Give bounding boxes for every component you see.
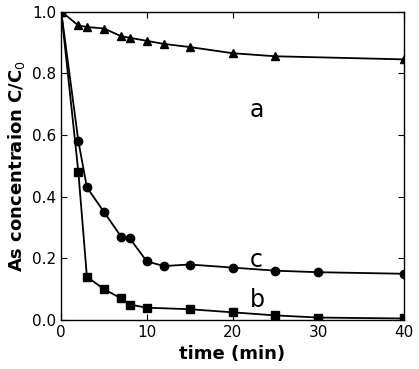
X-axis label: time (min): time (min) — [179, 345, 286, 363]
Text: a: a — [250, 98, 264, 122]
Y-axis label: As concentraion C/C$_0$: As concentraion C/C$_0$ — [5, 60, 26, 272]
Text: c: c — [250, 248, 263, 272]
Text: b: b — [250, 288, 265, 312]
